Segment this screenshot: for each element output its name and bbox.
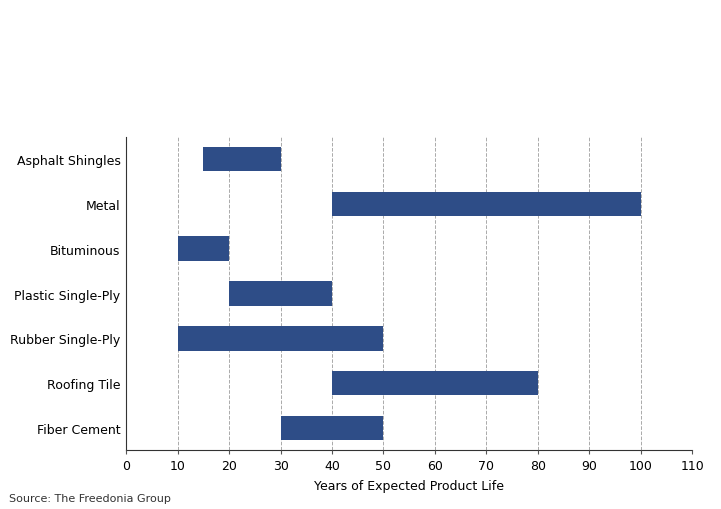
Bar bbox=[332, 371, 538, 395]
Bar bbox=[177, 326, 384, 351]
Text: Average Lifespans of Selected Roofing Materials: Average Lifespans of Selected Roofing Ma… bbox=[9, 32, 332, 44]
Bar bbox=[332, 192, 641, 217]
X-axis label: Years of Expected Product Life: Years of Expected Product Life bbox=[314, 479, 504, 492]
Text: Figure 4-1.: Figure 4-1. bbox=[9, 10, 81, 22]
Text: Freedonia: Freedonia bbox=[602, 96, 663, 105]
Bar bbox=[229, 281, 332, 306]
Bar bbox=[280, 416, 384, 440]
Bar bbox=[177, 237, 229, 262]
Bar bbox=[203, 148, 280, 172]
Text: Source: The Freedonia Group: Source: The Freedonia Group bbox=[9, 493, 171, 503]
Text: (years): (years) bbox=[9, 55, 56, 68]
